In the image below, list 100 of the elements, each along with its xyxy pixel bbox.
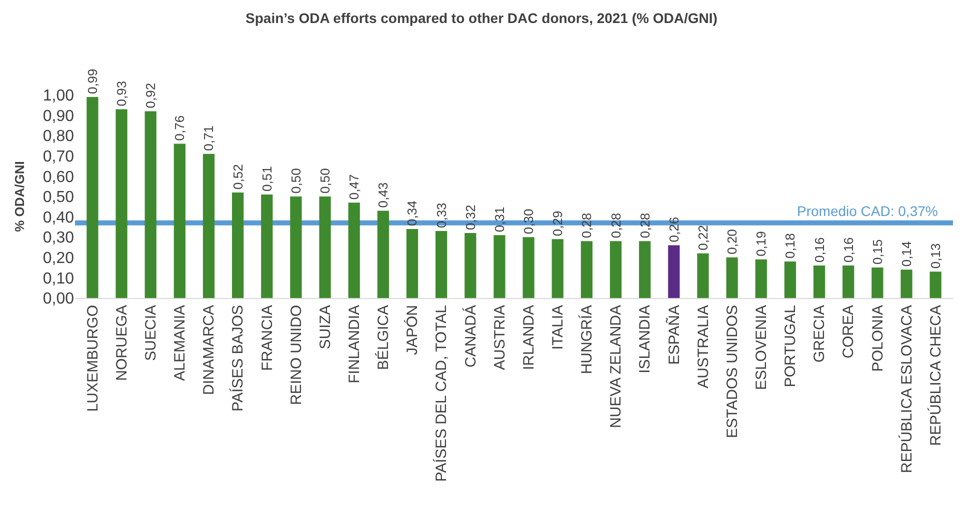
x-tick-label: COREA bbox=[840, 305, 858, 358]
x-tick-label: BÉLGICA bbox=[374, 305, 392, 370]
bar bbox=[610, 241, 622, 298]
data-label: 0,22 bbox=[695, 225, 710, 250]
x-tick-label: DINAMARCA bbox=[200, 305, 218, 396]
bar bbox=[522, 237, 534, 298]
x-tick-label: JAPÓN bbox=[403, 305, 422, 356]
data-label: 0,28 bbox=[579, 212, 594, 238]
x-tick-label: REINO UNIDO bbox=[288, 305, 305, 406]
chart-title: Spain’s ODA efforts compared to other DAC donors, 2021 (% ODA/GNI) bbox=[246, 10, 718, 26]
x-tick-label: FINLANDIA bbox=[346, 305, 363, 384]
data-label: 0,34 bbox=[404, 200, 420, 226]
data-label: 0,50 bbox=[318, 168, 333, 194]
y-tick-label: 0,60 bbox=[42, 168, 74, 186]
data-label: 0,14 bbox=[898, 241, 914, 267]
data-label: 0,13 bbox=[928, 243, 944, 269]
y-tick-label: 0,00 bbox=[42, 290, 74, 308]
data-label: 0,30 bbox=[521, 208, 536, 234]
y-tick-label: 0,80 bbox=[42, 128, 74, 146]
y-tick-label: 0,90 bbox=[42, 108, 74, 125]
data-label: 0,15 bbox=[870, 239, 885, 265]
data-label: 0,92 bbox=[143, 82, 158, 108]
bar bbox=[86, 97, 98, 298]
data-label: 0,52 bbox=[230, 164, 246, 190]
data-label: 0,31 bbox=[492, 206, 507, 232]
data-label: 0,20 bbox=[724, 229, 740, 254]
x-tick-label: SUIZA bbox=[316, 305, 334, 350]
y-tick-label: 1,00 bbox=[42, 88, 74, 105]
data-label: 0,28 bbox=[608, 212, 624, 238]
x-tick-label: SUECIA bbox=[142, 305, 160, 361]
x-tick-label: ITALIA bbox=[549, 305, 566, 350]
x-tick-label: ISLANDIA bbox=[636, 305, 654, 374]
bar bbox=[784, 261, 796, 298]
x-tick-label: ESPAÑA bbox=[664, 305, 683, 365]
data-label: 0,50 bbox=[288, 168, 304, 194]
data-label: 0,43 bbox=[376, 182, 391, 208]
bar bbox=[261, 194, 273, 298]
bar bbox=[202, 154, 215, 298]
x-tick-label: NUEVA ZELANDA bbox=[608, 305, 625, 428]
ref-line-label: Promedio CAD: 0,37% bbox=[797, 203, 938, 219]
x-tick-label: POLONIA bbox=[869, 305, 886, 372]
bar bbox=[842, 266, 854, 298]
bar bbox=[697, 253, 709, 298]
data-label: 0,16 bbox=[812, 237, 827, 263]
x-tick-label: PAÍSES BAJOS bbox=[228, 305, 247, 412]
bar bbox=[580, 241, 592, 298]
data-label: 0,16 bbox=[840, 237, 856, 263]
bar bbox=[232, 192, 244, 298]
data-label: 0,71 bbox=[201, 126, 216, 151]
bar bbox=[872, 268, 884, 298]
data-label: 0,28 bbox=[637, 212, 652, 238]
y-axis-title: % ODA/GNI bbox=[12, 161, 27, 232]
x-tick-label: NORUEGA bbox=[113, 305, 130, 381]
x-tick-label: CANADÁ bbox=[461, 305, 480, 368]
y-tick-label: 0,10 bbox=[42, 270, 74, 288]
data-label: 0,29 bbox=[550, 210, 566, 236]
x-tick-label: HUNGRÍA bbox=[578, 305, 596, 374]
bar bbox=[552, 239, 564, 298]
bar bbox=[116, 109, 128, 298]
bar bbox=[900, 270, 912, 298]
bar bbox=[348, 202, 360, 298]
data-label: 0,99 bbox=[84, 68, 100, 94]
bar bbox=[668, 245, 680, 298]
data-label: 0,93 bbox=[114, 80, 130, 106]
bar bbox=[319, 196, 331, 298]
bar bbox=[174, 144, 186, 298]
bar bbox=[494, 235, 506, 298]
bar bbox=[726, 257, 738, 298]
data-label: 0,32 bbox=[462, 204, 478, 230]
x-tick-label: ESTADOS UNIDOS bbox=[724, 305, 741, 438]
bar bbox=[436, 231, 448, 298]
y-tick-label: 0,30 bbox=[42, 230, 74, 247]
x-tick-label: LUXEMBURGO bbox=[84, 305, 102, 412]
bar bbox=[755, 259, 767, 298]
bar bbox=[813, 266, 826, 298]
y-tick-label: 0,70 bbox=[42, 148, 74, 166]
bar bbox=[290, 196, 302, 298]
y-tick-label: 0,40 bbox=[42, 209, 74, 226]
data-label: 0,18 bbox=[782, 233, 798, 258]
x-tick-label: AUSTRALIA bbox=[694, 305, 712, 388]
x-tick-label: AUSTRIA bbox=[491, 305, 508, 370]
x-tick-label: ESLOVENIA bbox=[752, 305, 770, 390]
bar bbox=[930, 272, 942, 298]
x-tick-label: GRECIA bbox=[811, 305, 828, 363]
x-tick-label: REPÚBLICA ESLOVACA bbox=[897, 305, 916, 474]
data-label: 0,76 bbox=[172, 115, 188, 141]
bar bbox=[639, 241, 651, 298]
x-tick-label: FRANCIA bbox=[258, 305, 276, 371]
data-label: 0,47 bbox=[346, 174, 362, 200]
bar bbox=[406, 228, 418, 298]
bar bbox=[144, 111, 156, 298]
x-tick-label: PAÍSES DEL CAD, TOTAL bbox=[432, 305, 450, 482]
bar bbox=[377, 210, 389, 298]
data-label: 0,33 bbox=[434, 202, 449, 228]
y-tick-label: 0,50 bbox=[42, 189, 74, 206]
y-tick-label: 0,20 bbox=[42, 250, 74, 267]
x-tick-label: PORTUGAL bbox=[782, 305, 800, 388]
x-tick-label: IRLANDA bbox=[520, 305, 538, 370]
data-label: 0,19 bbox=[754, 231, 769, 256]
data-label: 0,26 bbox=[666, 216, 682, 242]
